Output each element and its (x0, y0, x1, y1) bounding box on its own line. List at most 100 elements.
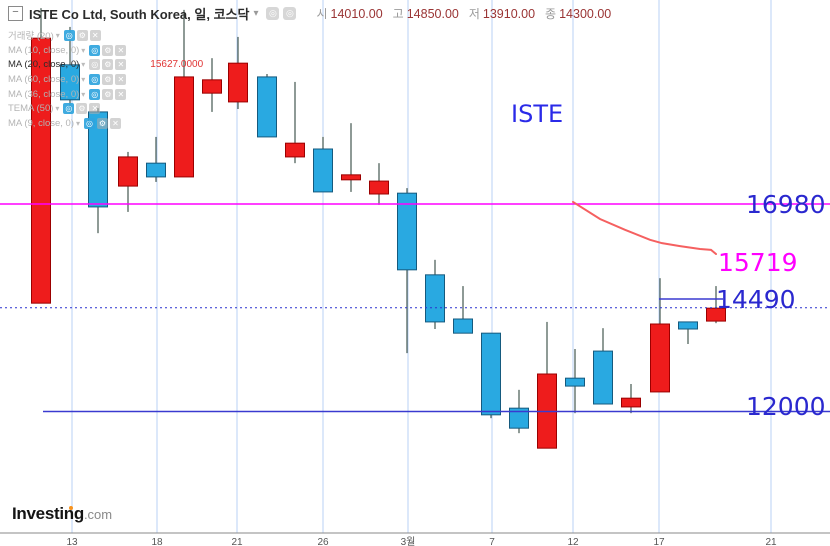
indicator-value: 15627.0000 (150, 59, 204, 71)
x-axis-tick-label: 18 (151, 537, 163, 546)
eye-icon[interactable]: ◎ (63, 29, 75, 41)
chevron-down-icon[interactable]: ▾ (55, 30, 60, 40)
close-icon[interactable]: ✕ (89, 103, 101, 115)
gear-icon[interactable]: ⚙ (97, 117, 109, 129)
gear-icon[interactable]: ⚙ (102, 59, 114, 71)
price-label-15719: 15719 (718, 248, 798, 277)
x-axis-tick-label: 26 (317, 537, 329, 546)
candle-body-down (593, 350, 613, 405)
candle-body-up (228, 62, 248, 103)
chevron-down-icon[interactable]: ▾ (81, 45, 86, 55)
candle-body-down (146, 162, 166, 178)
legend-row-ma36: MA (36, close, 0) ▾ ◎ ⚙ ✕ (8, 87, 203, 102)
close-icon[interactable]: ✕ (115, 59, 127, 71)
eye-icon[interactable]: ◎ (89, 73, 101, 85)
investing-logo: Investing.com (12, 504, 112, 524)
indicator-label: MA (9, close, 0) (8, 117, 74, 129)
candle-body-up (31, 37, 51, 304)
chevron-down-icon[interactable]: ▾ (55, 104, 60, 114)
indicator-label: TEMA (50) (8, 103, 54, 115)
close-label: 종 (545, 7, 557, 21)
legend-row-volume: 거래량 (20) ▾ ◎ ⚙ ✕ (8, 28, 203, 43)
chevron-down-icon[interactable]: ▾ (76, 118, 81, 128)
title-caret-icon[interactable]: ▾ (253, 8, 259, 19)
gear-icon[interactable]: ⚙ (76, 29, 88, 41)
close-icon[interactable]: ✕ (115, 73, 127, 85)
candle-body-down (257, 76, 277, 138)
close-icon[interactable]: ✕ (115, 88, 127, 100)
gear-icon[interactable]: ⚙ (102, 44, 114, 56)
price-label-14490: 14490 (716, 285, 796, 314)
candle-body-up (341, 174, 361, 181)
x-axis-tick-label: 3월 (401, 536, 416, 546)
chevron-down-icon[interactable]: ▾ (81, 74, 86, 84)
chart-header: − ISTE Co Ltd, South Korea, 일, 코스닥 ▾ ◎ ◎… (8, 4, 611, 23)
x-axis-tick-label: 21 (231, 537, 243, 546)
eye-icon[interactable]: ◎ (89, 44, 101, 56)
chart-tool-icon-2[interactable]: ◎ (283, 7, 297, 20)
indicator-label: MA (10, close, 0) (8, 44, 80, 56)
logo-text: Investing (12, 504, 84, 523)
candle-body-up (285, 142, 305, 158)
chevron-down-icon[interactable]: ▾ (81, 60, 86, 70)
indicator-label: MA (20, close, 0) (8, 59, 80, 71)
open-label: 시 (316, 7, 328, 21)
watermark-ticker: ISTE (511, 100, 564, 128)
legend-row-ma20: MA (20, close, 0) ▾ ◎ ⚙ ✕ 15627.0000 (8, 57, 203, 72)
x-axis-tick-label: 13 (66, 537, 78, 546)
candle-body-down (481, 332, 501, 416)
price-label-12000: 12000 (746, 392, 826, 421)
close-icon[interactable]: ✕ (115, 44, 127, 56)
candle-body-down (425, 274, 445, 323)
legend-row-tema50: TEMA (50) ▾ ◎ ⚙ ✕ (8, 101, 203, 116)
chevron-down-icon[interactable]: ▾ (81, 89, 86, 99)
chart-title: ISTE Co Ltd, South Korea, 일, 코스닥 (29, 7, 250, 22)
x-axis-tick-label: 7 (489, 537, 495, 546)
gear-icon[interactable]: ⚙ (102, 88, 114, 100)
candle-body-down (509, 407, 529, 429)
x-axis-tick-label: 21 (765, 537, 777, 546)
low-value: 13910.00 (482, 6, 536, 21)
candle-body-up (621, 397, 641, 408)
eye-icon[interactable]: ◎ (89, 88, 101, 100)
logo-orange-dot (69, 506, 73, 510)
gear-icon[interactable]: ⚙ (102, 73, 114, 85)
candle-body-down (565, 377, 585, 387)
chart-tool-icon-1[interactable]: ◎ (266, 7, 280, 20)
open-value: 14010.00 (330, 6, 383, 21)
price-label-16980: 16980 (746, 190, 826, 219)
candle-body-up (202, 79, 222, 94)
collapse-icon[interactable]: − (8, 6, 23, 21)
eye-icon[interactable]: ◎ (89, 59, 101, 71)
close-icon[interactable]: ✕ (89, 29, 101, 41)
indicator-legend: 거래량 (20) ▾ ◎ ⚙ ✕ MA (10, close, 0) ▾ ◎ ⚙… (8, 28, 203, 131)
legend-row-ma60: MA (60, close, 0) ▾ ◎ ⚙ ✕ (8, 72, 203, 87)
close-value: 14300.00 (559, 6, 612, 21)
candle-body-up (369, 180, 389, 195)
candle-body-down (313, 148, 333, 193)
ma20-line (572, 200, 717, 255)
logo-tld: .com (83, 507, 113, 522)
ohlc-readout: 시 14010.00 고 14850.00 저 13910.00 종 14300… (306, 5, 611, 22)
candle-body-down (678, 321, 698, 330)
indicator-label: 거래량 (20) (8, 31, 54, 43)
candle-body-up (650, 323, 670, 393)
close-icon[interactable]: ✕ (110, 117, 122, 129)
eye-icon[interactable]: ◎ (63, 103, 75, 115)
candle-body-down (397, 192, 417, 271)
high-label: 고 (392, 7, 404, 21)
candle-body-up (174, 76, 194, 178)
eye-icon[interactable]: ◎ (84, 117, 96, 129)
candle-body-down (453, 318, 473, 334)
high-value: 14850.00 (406, 6, 459, 21)
legend-row-ma9: MA (9, close, 0) ▾ ◎ ⚙ ✕ (8, 116, 203, 131)
low-label: 저 (468, 7, 480, 21)
indicator-label: MA (60, close, 0) (8, 73, 80, 85)
indicator-label: MA (36, close, 0) (8, 88, 80, 100)
gear-icon[interactable]: ⚙ (76, 103, 88, 115)
x-axis-tick-label: 17 (653, 537, 665, 546)
legend-row-ma10: MA (10, close, 0) ▾ ◎ ⚙ ✕ (8, 43, 203, 58)
candle-body-down (60, 64, 80, 101)
